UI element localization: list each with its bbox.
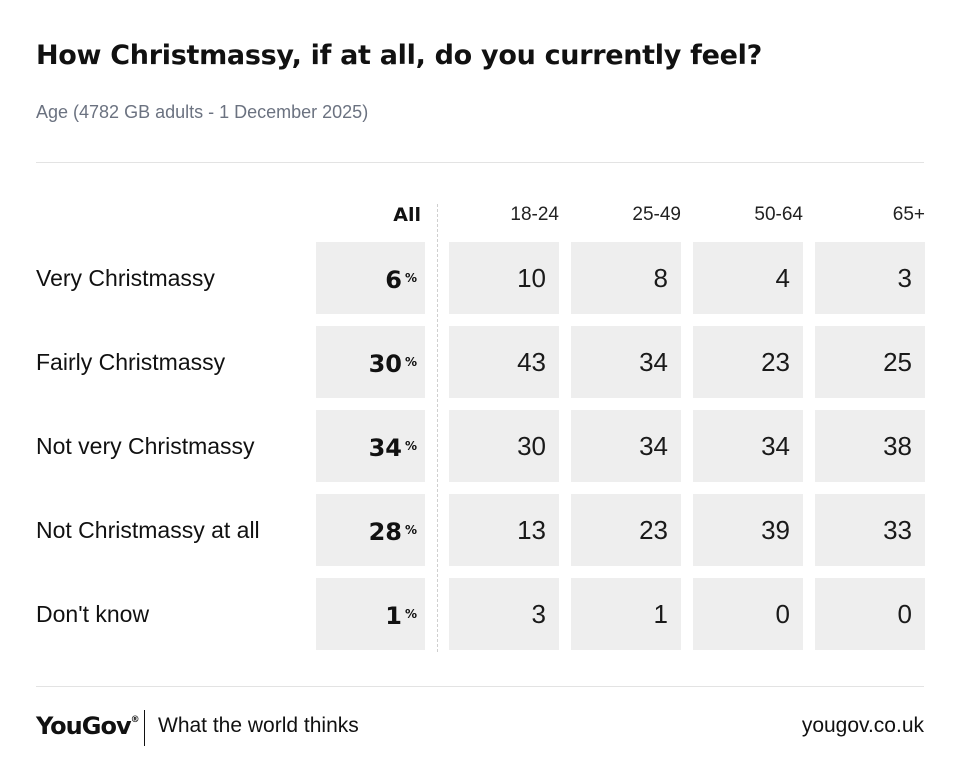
cell-value: 25	[815, 326, 925, 398]
percent-symbol: %	[404, 439, 417, 453]
cell-value: 23	[571, 494, 681, 566]
chart-subtitle: Age (4782 GB adults - 1 December 2025)	[36, 102, 369, 122]
percent-symbol: %	[404, 607, 417, 621]
column-header-4: 65+	[892, 204, 925, 225]
percent-symbol: %	[404, 523, 417, 537]
column-header-all: All	[393, 204, 421, 226]
top-divider	[36, 162, 924, 163]
cell-all: 34%	[316, 410, 425, 482]
column-header-2: 25-49	[632, 204, 681, 225]
row-label: Not Christmassy at all	[36, 517, 260, 543]
cell-value: 0	[693, 578, 803, 650]
cell-all-value: 6	[385, 266, 402, 294]
cell-value: 8	[571, 242, 681, 314]
footer-tagline: What the world thinks	[158, 714, 359, 737]
all-column-divider	[437, 204, 438, 652]
cell-value: 38	[815, 410, 925, 482]
cell-value: 4	[693, 242, 803, 314]
percent-symbol: %	[404, 355, 417, 369]
cell-value: 10	[449, 242, 559, 314]
cell-value: 1	[571, 578, 681, 650]
row-label: Very Christmassy	[36, 265, 215, 291]
cell-all: 6%	[316, 242, 425, 314]
column-header-1: 18-24	[510, 204, 559, 225]
cell-value: 3	[449, 578, 559, 650]
cell-all-value: 30	[368, 350, 402, 378]
percent-symbol: %	[404, 271, 417, 285]
cell-all: 1%	[316, 578, 425, 650]
cell-value: 34	[571, 410, 681, 482]
cell-value: 34	[693, 410, 803, 482]
chart-title: How Christmassy, if at all, do you curre…	[36, 40, 762, 71]
cell-value: 23	[693, 326, 803, 398]
cell-value: 13	[449, 494, 559, 566]
cell-value: 0	[815, 578, 925, 650]
cell-all-value: 34	[368, 434, 402, 462]
cell-all: 28%	[316, 494, 425, 566]
cell-value: 33	[815, 494, 925, 566]
cell-all-value: 28	[368, 518, 402, 546]
column-header-3: 50-64	[754, 204, 803, 225]
cell-value: 34	[571, 326, 681, 398]
cell-all-value: 1	[385, 602, 402, 630]
row-label: Fairly Christmassy	[36, 349, 226, 375]
cell-all: 30%	[316, 326, 425, 398]
cell-value: 39	[693, 494, 803, 566]
yougov-logo: YouGov®	[36, 712, 140, 740]
footer-separator	[144, 710, 145, 746]
footer-url: yougov.co.uk	[801, 714, 924, 737]
row-label: Don't know	[36, 601, 150, 627]
cell-value: 3	[815, 242, 925, 314]
bottom-divider	[36, 686, 924, 687]
row-label: Not very Christmassy	[36, 433, 255, 459]
cell-value: 30	[449, 410, 559, 482]
cell-value: 43	[449, 326, 559, 398]
